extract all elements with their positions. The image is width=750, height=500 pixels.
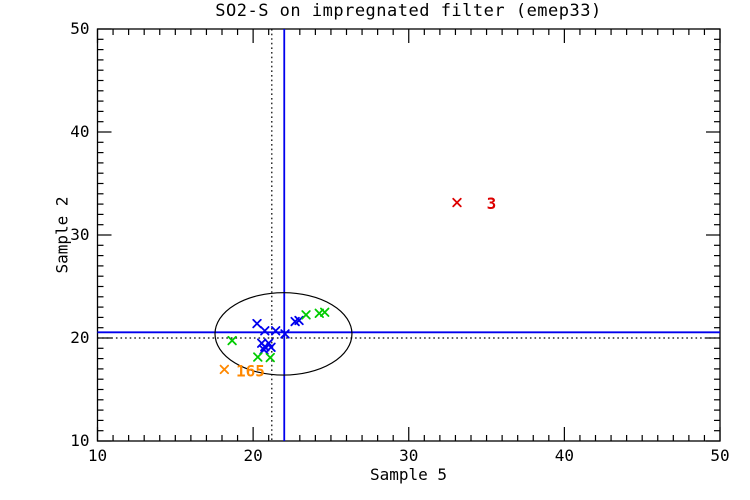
green-points-x-marker: [227, 335, 237, 346]
orange-outlier-x-marker: [219, 364, 230, 375]
y-tick-label: 50: [70, 19, 89, 38]
y-tick-label: 20: [70, 328, 89, 347]
green-points-x-marker: [253, 352, 263, 362]
x-tick-label: 50: [710, 446, 729, 465]
red-outlier-x-marker: [452, 197, 462, 208]
y-tick-label: 30: [70, 225, 89, 244]
blue-points-x-marker: [294, 315, 304, 326]
blue-points-x-marker: [280, 329, 290, 339]
green-points-x-marker: [265, 352, 275, 363]
point-label-165: 165: [236, 361, 265, 380]
x-tick-label: 10: [88, 446, 107, 465]
blue-points-x-marker: [266, 342, 276, 352]
y-tick-label: 40: [70, 122, 89, 141]
green-points-x-marker: [320, 307, 330, 317]
x-tick-label: 20: [243, 446, 262, 465]
blue-points-x-marker: [270, 326, 281, 336]
x-axis-title: Sample 5: [369, 465, 448, 484]
blue-points-x-marker: [252, 318, 262, 329]
cluster-ellipse: [214, 292, 353, 376]
plot-frame: [96, 28, 721, 442]
y-axis-title: Sample 2: [52, 196, 72, 274]
blue-points-x-marker: [260, 326, 270, 336]
x-tick-label: 40: [555, 446, 574, 465]
plot-title: SO2-S on impregnated filter (emep33): [215, 1, 602, 21]
y-tick-label: 10: [70, 431, 89, 450]
x-tick-label: 30: [399, 446, 418, 465]
green-points-x-marker: [301, 310, 311, 320]
point-label-3: 3: [487, 194, 497, 213]
